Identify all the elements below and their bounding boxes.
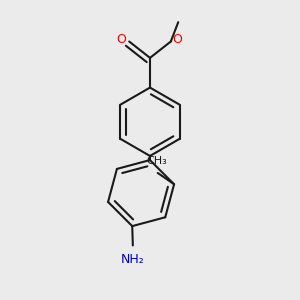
Text: CH₃: CH₃ [146,156,166,167]
Text: O: O [116,33,126,46]
Text: NH₂: NH₂ [121,253,145,266]
Text: O: O [172,33,182,46]
